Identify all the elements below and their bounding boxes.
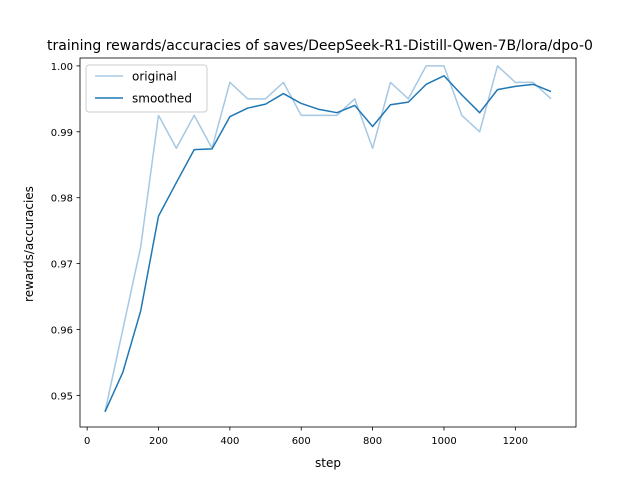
data-point-smoothed: [478, 111, 480, 113]
data-point-original: [425, 65, 427, 67]
axes-frame: [79, 57, 577, 428]
x-tick-label: 400: [220, 436, 239, 447]
data-point-smoothed: [247, 107, 249, 109]
data-point-smoothed: [139, 310, 141, 312]
y-tick-label: 0.95: [51, 391, 73, 402]
data-point-smoothed: [550, 90, 552, 92]
data-point-original: [407, 98, 409, 100]
data-point-original: [282, 81, 284, 83]
data-point-smoothed: [175, 181, 177, 183]
data-point-smoothed: [122, 371, 124, 373]
x-tick-label: 1200: [503, 436, 528, 447]
data-point-smoothed: [193, 148, 195, 150]
data-point-original: [496, 65, 498, 67]
data-point-smoothed: [425, 83, 427, 85]
data-point-smoothed: [443, 75, 445, 77]
data-point-smoothed: [496, 88, 498, 90]
y-tick-label: 0.98: [51, 194, 73, 205]
data-point-original: [443, 65, 445, 67]
x-tick-label: 200: [149, 436, 168, 447]
data-point-original: [300, 114, 302, 116]
data-point-smoothed: [461, 94, 463, 96]
data-point-smoothed: [104, 411, 106, 413]
data-point-smoothed: [157, 215, 159, 217]
data-point-original: [354, 98, 356, 100]
data-point-original: [336, 114, 338, 116]
data-point-smoothed: [300, 102, 302, 104]
y-tick-label: 0.97: [51, 260, 73, 271]
data-point-original: [264, 98, 266, 100]
data-point-original: [139, 246, 141, 248]
data-point-original: [175, 147, 177, 149]
data-point-original: [461, 114, 463, 116]
x-axis-label: step: [315, 456, 341, 470]
y-axis-label: rewards/accuracies: [22, 186, 36, 302]
data-point-smoothed: [211, 148, 213, 150]
y-tick-label: 0.99: [51, 128, 73, 139]
data-point-original: [389, 81, 391, 83]
axes: 0 200 400 600 800 1000 1200 0.95 0.96 0.97 0.98 0.9…: [51, 57, 577, 447]
data-point-original: [550, 98, 552, 100]
series-line-original: [104, 65, 552, 412]
data-point-smoothed: [336, 111, 338, 113]
legend-label-smoothed: smoothed: [132, 92, 192, 106]
data-point-smoothed: [229, 115, 231, 117]
x-tick-label: 1000: [431, 436, 456, 447]
data-point-original: [318, 114, 320, 116]
data-point-original: [247, 98, 249, 100]
data-point-smoothed: [282, 92, 284, 94]
data-point-original: [371, 147, 373, 149]
data-point-smoothed: [354, 104, 356, 106]
series-line-smoothed: [104, 75, 552, 413]
x-tick-label: 0: [84, 436, 90, 447]
data-point-smoothed: [371, 125, 373, 127]
legend-label-original: original: [132, 70, 177, 84]
data-point-original: [478, 131, 480, 133]
data-point-smoothed: [407, 101, 409, 103]
plot-area: [104, 65, 552, 413]
x-tick-label: 600: [292, 436, 311, 447]
data-point-original: [157, 114, 159, 116]
y-tick-label: 1.00: [51, 62, 73, 73]
chart-title: training rewards/accuracies of saves/Dee…: [47, 38, 593, 54]
data-point-original: [229, 81, 231, 83]
data-point-smoothed: [264, 103, 266, 105]
data-point-smoothed: [318, 108, 320, 110]
data-point-original: [193, 114, 195, 116]
data-point-original: [122, 328, 124, 330]
y-tick-label: 0.96: [51, 325, 73, 336]
data-point-smoothed: [532, 83, 534, 85]
legend: original smoothed: [85, 64, 208, 113]
data-point-smoothed: [514, 85, 516, 87]
x-tick-label: 800: [363, 436, 382, 447]
data-point-smoothed: [389, 104, 391, 106]
data-point-original: [514, 81, 516, 83]
